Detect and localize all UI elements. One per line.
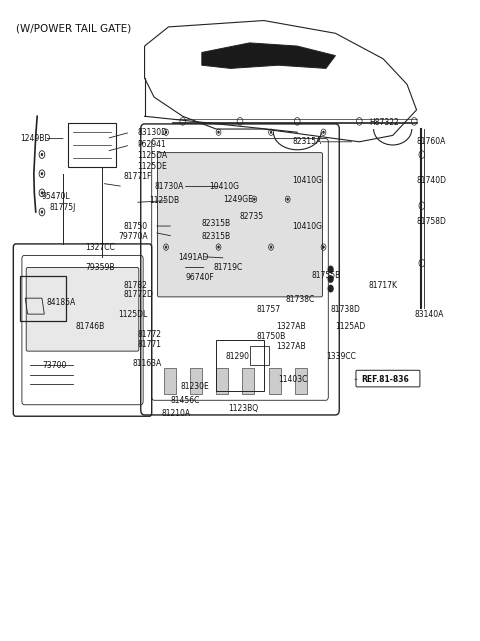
Text: 73700: 73700 [42, 361, 66, 370]
Text: 1249BD: 1249BD [21, 134, 51, 143]
Text: H87322: H87322 [369, 118, 398, 127]
Text: 81738C: 81738C [285, 295, 314, 304]
Text: 81775J: 81775J [49, 203, 75, 212]
Text: 81456C: 81456C [171, 395, 200, 404]
Text: 81230E: 81230E [180, 382, 209, 391]
Text: 81771F: 81771F [123, 172, 152, 181]
Text: 79770A: 79770A [118, 232, 148, 241]
Bar [242, 369, 254, 394]
Text: 1249GE: 1249GE [223, 195, 253, 204]
Text: 81772D: 81772D [123, 290, 153, 299]
Text: 81782: 81782 [123, 281, 147, 290]
Circle shape [41, 211, 43, 213]
Text: 1123BQ: 1123BQ [228, 404, 258, 413]
Bar [190, 369, 202, 394]
Text: 81738D: 81738D [331, 304, 360, 313]
Text: REF.81-836: REF.81-836 [362, 375, 409, 384]
Text: 81772: 81772 [137, 330, 161, 339]
Text: 1327AB: 1327AB [276, 342, 305, 351]
Text: 81163A: 81163A [132, 360, 162, 369]
Text: 81758D: 81758D [417, 217, 446, 226]
Text: 10410G: 10410G [292, 222, 323, 231]
Circle shape [328, 266, 333, 272]
Text: 81717K: 81717K [369, 281, 398, 290]
Text: 81210A: 81210A [161, 408, 191, 417]
Text: 81757: 81757 [257, 304, 281, 313]
Text: (W/POWER TAIL GATE): (W/POWER TAIL GATE) [16, 24, 131, 34]
Text: 81740D: 81740D [417, 176, 446, 185]
Text: 1339CC: 1339CC [326, 353, 356, 362]
Text: 81746B: 81746B [75, 322, 105, 331]
Text: 82315B: 82315B [202, 219, 231, 228]
Circle shape [323, 131, 324, 133]
Text: 10410G: 10410G [292, 176, 323, 185]
Text: 1125DL: 1125DL [118, 310, 147, 319]
Text: 81719C: 81719C [214, 263, 243, 272]
Text: 95470L: 95470L [42, 192, 71, 201]
Circle shape [328, 285, 333, 292]
Bar [68, 122, 116, 167]
Circle shape [41, 153, 43, 156]
Circle shape [41, 192, 43, 194]
Text: 10410G: 10410G [209, 182, 239, 191]
Circle shape [41, 172, 43, 175]
Text: 1327AB: 1327AB [276, 322, 305, 331]
Text: 82315B: 82315B [202, 232, 231, 241]
FancyBboxPatch shape [157, 153, 323, 297]
Circle shape [270, 131, 272, 133]
Text: 1327CC: 1327CC [85, 242, 115, 252]
Text: 11403C: 11403C [278, 375, 308, 384]
Circle shape [323, 246, 324, 248]
Text: 84185A: 84185A [47, 298, 76, 307]
Bar [216, 340, 264, 391]
Text: 81771: 81771 [137, 340, 161, 349]
Bar [216, 369, 228, 394]
Circle shape [328, 276, 333, 282]
Circle shape [287, 198, 288, 201]
Text: 81730A: 81730A [154, 182, 183, 191]
Text: 96740F: 96740F [185, 273, 214, 282]
Text: 81750: 81750 [123, 222, 147, 231]
Text: P62941: P62941 [137, 140, 166, 149]
Text: 1125DA: 1125DA [137, 151, 168, 160]
Circle shape [270, 246, 272, 248]
Text: 82315A: 82315A [292, 137, 322, 146]
Circle shape [217, 131, 219, 133]
Circle shape [165, 131, 167, 133]
PathPatch shape [202, 43, 336, 69]
Text: 81755B: 81755B [312, 271, 341, 280]
Text: 82735: 82735 [240, 212, 264, 221]
Bar [269, 369, 281, 394]
Text: 81760A: 81760A [417, 137, 446, 146]
Text: 83130D: 83130D [137, 128, 168, 137]
Text: 79359B: 79359B [85, 263, 114, 272]
Text: 1125DB: 1125DB [149, 196, 180, 205]
Text: 1125DE: 1125DE [137, 162, 167, 171]
Text: 1491AD: 1491AD [178, 253, 208, 262]
Text: 83140A: 83140A [414, 310, 444, 319]
Bar [295, 369, 307, 394]
Circle shape [165, 246, 167, 248]
Text: 81750B: 81750B [257, 332, 286, 341]
Bar [164, 369, 176, 394]
Bar [250, 346, 269, 365]
Text: 81290: 81290 [226, 353, 250, 362]
FancyBboxPatch shape [26, 267, 139, 351]
Circle shape [217, 246, 219, 248]
Bar [21, 276, 66, 320]
Circle shape [253, 198, 255, 201]
Text: 1125AD: 1125AD [336, 322, 366, 331]
